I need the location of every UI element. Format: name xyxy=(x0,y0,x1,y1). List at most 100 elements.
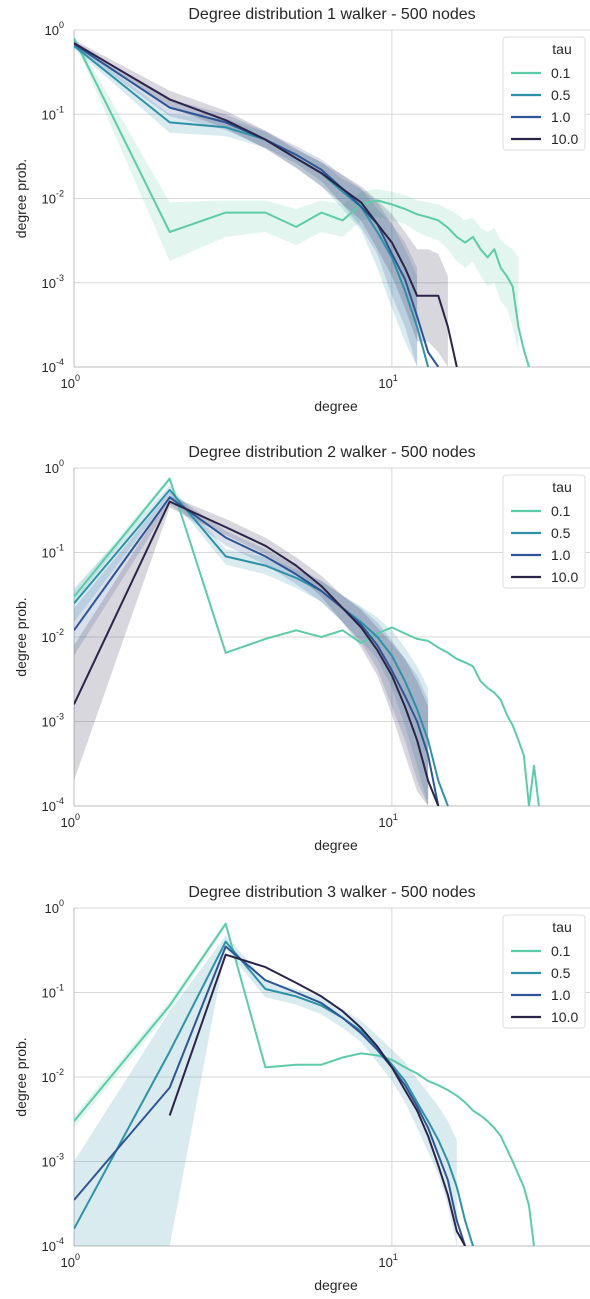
plot-area xyxy=(74,476,540,806)
y-tick-label-base: 10 xyxy=(45,461,59,476)
y-tick-label-base: 10 xyxy=(42,630,56,645)
confidence-band-tau-0.5 xyxy=(74,42,418,367)
legend-title: tau xyxy=(552,41,571,57)
legend-label: 0.5 xyxy=(551,525,571,541)
y-tick-label-exponent: -3 xyxy=(56,273,64,283)
x-tick-label: 101 xyxy=(378,373,397,391)
y-axis-label: degree prob. xyxy=(13,1037,29,1116)
chart-title: Degree distribution 3 walker - 500 nodes xyxy=(188,884,475,901)
y-tick-label-exponent: -2 xyxy=(56,189,64,199)
legend-label: 1.0 xyxy=(551,987,571,1003)
y-tick-label-exponent: -1 xyxy=(56,543,64,553)
x-axis-label: degree xyxy=(314,837,358,853)
x-tick-label: 100 xyxy=(61,1252,80,1270)
y-axis-label: degree prob. xyxy=(13,159,29,238)
legend-box xyxy=(502,914,586,1029)
y-tick-label: 10-4 xyxy=(42,796,64,814)
x-tick-label-base: 10 xyxy=(378,376,392,391)
legend-label: 1.0 xyxy=(551,547,571,563)
y-tick-label-exponent: 0 xyxy=(59,898,64,908)
legend-label: 10.0 xyxy=(551,1009,578,1025)
series-line-tau-0.1 xyxy=(74,477,540,806)
y-tick-label: 10-4 xyxy=(42,357,64,375)
plot-area xyxy=(74,921,535,1246)
legend-label: 0.5 xyxy=(551,87,571,103)
legend-box xyxy=(502,36,586,151)
y-tick-label: 10-3 xyxy=(42,273,64,291)
x-tick-label-base: 10 xyxy=(61,1255,75,1270)
x-tick-label-exponent: 1 xyxy=(393,1252,398,1262)
legend-label: 0.5 xyxy=(551,965,571,981)
x-tick-label-exponent: 0 xyxy=(75,1252,80,1262)
y-tick-label-exponent: 0 xyxy=(59,20,64,30)
x-tick-label: 100 xyxy=(61,812,80,830)
series-line-tau-0.5 xyxy=(74,45,430,367)
y-tick-label-base: 10 xyxy=(42,1155,56,1170)
y-tick-label-exponent: -3 xyxy=(56,1152,64,1162)
legend-label: 0.1 xyxy=(551,65,571,81)
x-tick-label-base: 10 xyxy=(61,376,75,391)
x-tick-label-base: 10 xyxy=(378,815,392,830)
y-tick-label-exponent: -4 xyxy=(56,796,64,806)
y-tick-label: 100 xyxy=(45,898,64,916)
y-tick-label-base: 10 xyxy=(42,799,56,814)
legend-label: 0.1 xyxy=(551,943,571,959)
y-tick-label-base: 10 xyxy=(42,192,56,207)
y-tick-label-base: 10 xyxy=(42,360,56,375)
y-tick-label-base: 10 xyxy=(45,901,59,916)
y-tick-label: 10-1 xyxy=(42,104,64,122)
series-line-tau-0.1 xyxy=(74,37,530,367)
y-tick-label-exponent: -2 xyxy=(56,1067,64,1077)
y-tick-label-base: 10 xyxy=(42,715,56,730)
y-tick-label-exponent: -4 xyxy=(56,1236,64,1246)
y-tick-label-base: 10 xyxy=(45,23,59,38)
y-tick-label: 10-3 xyxy=(42,712,64,730)
y-tick-label-exponent: -2 xyxy=(56,627,64,637)
confidence-band-tau-0.1 xyxy=(74,35,519,353)
y-tick-label-base: 10 xyxy=(42,1070,56,1085)
x-tick-label: 100 xyxy=(61,373,80,391)
series-line-tau-0.5 xyxy=(74,488,449,806)
legend-label: 10.0 xyxy=(551,131,578,147)
series-line-tau-10.0 xyxy=(74,42,458,367)
y-axis-label: degree prob. xyxy=(13,597,29,676)
legend: tau 0.1 0.5 1.0 10.0 xyxy=(502,474,586,589)
y-tick-label-base: 10 xyxy=(42,276,56,291)
y-tick-label: 10-4 xyxy=(42,1236,64,1254)
confidence-band-tau-1.0 xyxy=(74,492,429,806)
y-tick-label-base: 10 xyxy=(42,107,56,122)
x-tick-label-base: 10 xyxy=(378,1255,392,1270)
chart-title: Degree distribution 1 walker - 500 nodes xyxy=(188,6,475,23)
legend-label: 10.0 xyxy=(551,569,578,585)
plot-area xyxy=(74,35,530,367)
y-tick-label: 10-3 xyxy=(42,1152,64,1170)
legend: tau 0.1 0.5 1.0 10.0 xyxy=(502,36,586,151)
y-tick-label-exponent: -3 xyxy=(56,712,64,722)
y-tick-label: 10-1 xyxy=(42,983,64,1001)
y-tick-label: 10-2 xyxy=(42,189,64,207)
y-tick-label: 10-2 xyxy=(42,627,64,645)
x-tick-label-base: 10 xyxy=(61,815,75,830)
legend-label: 1.0 xyxy=(551,109,571,125)
confidence-band-tau-1.0 xyxy=(74,41,418,367)
y-tick-label-exponent: -4 xyxy=(56,357,64,367)
series-line-tau-1.0 xyxy=(74,43,440,367)
y-tick-label-exponent: 0 xyxy=(59,458,64,468)
legend-title: tau xyxy=(552,479,571,495)
x-tick-label-exponent: 0 xyxy=(75,812,80,822)
chart-title: Degree distribution 2 walker - 500 nodes xyxy=(188,444,475,461)
x-tick-label: 101 xyxy=(378,1252,397,1270)
x-tick-label-exponent: 0 xyxy=(75,373,80,383)
x-axis-label: degree xyxy=(314,398,358,414)
legend: tau 0.1 0.5 1.0 10.0 xyxy=(502,914,586,1029)
x-tick-label: 101 xyxy=(378,812,397,830)
series-line-tau-0.1 xyxy=(74,922,535,1246)
y-tick-label-exponent: -1 xyxy=(56,983,64,993)
series-line-tau-10.0 xyxy=(168,953,466,1246)
confidence-band-tau-10.0 xyxy=(74,40,448,367)
legend-label: 0.1 xyxy=(551,503,571,519)
y-tick-label: 100 xyxy=(45,20,64,38)
